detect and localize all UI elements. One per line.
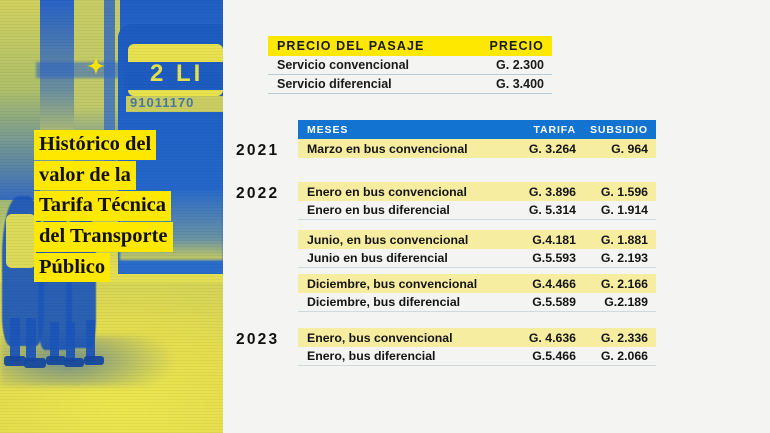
row-tarifa: G.5.593 (532, 251, 576, 265)
column-header-subsidio: SUBSIDIO (590, 123, 648, 136)
row-month: Junio en bus diferencial (307, 251, 448, 265)
table-row: Diciembre, bus diferencial G.5.589 G.2.1… (298, 293, 656, 312)
photo-shoe (24, 358, 46, 368)
row-tarifa: G.5.589 (532, 295, 576, 309)
row-tarifa: G. 3.264 (528, 141, 576, 156)
row-tarifa: G.4.181 (532, 232, 576, 247)
row-month: Diciembre, bus convencional (307, 276, 478, 291)
row-tarifa: G. 4.636 (528, 330, 576, 345)
table-row: Enero en bus convencional G. 3.896 G. 1.… (298, 182, 656, 201)
row-month: Marzo en bus convencional (307, 141, 468, 156)
year-rows: Enero en bus convencional G. 3.896 G. 1.… (298, 182, 656, 220)
price-table: PRECIO DEL PASAJE PRECIO Servicio conven… (268, 36, 552, 94)
photo-shoe (84, 356, 104, 365)
price-row-label: Servicio diferencial (277, 77, 392, 91)
photo-bus-route-sign (126, 62, 223, 90)
price-header-label: PRECIO DEL PASAJE (277, 39, 425, 53)
row-subsidio: G. 2.066 (600, 349, 648, 363)
year-rows: Enero, bus convencional G. 4.636 G. 2.33… (298, 328, 656, 366)
row-month: Diciembre, bus diferencial (307, 295, 461, 309)
photo-leg (86, 320, 95, 362)
photo-leg (66, 322, 75, 362)
row-tarifa: G.5.466 (532, 349, 576, 363)
table-row: Servicio convencional G. 2.300 (268, 56, 552, 75)
row-subsidio: G. 1.596 (600, 184, 648, 199)
photo-bus-plate-text: 91011170 (130, 95, 194, 110)
photo-leg (10, 318, 20, 362)
sparkle-icon (87, 57, 105, 75)
price-row-label: Servicio convencional (277, 58, 409, 72)
row-month: Junio, en bus convencional (307, 232, 469, 247)
price-table-header: PRECIO DEL PASAJE PRECIO (268, 36, 552, 56)
photo-leg (26, 318, 36, 362)
photo-bus-route-text: 2 LI (150, 60, 203, 88)
column-header-meses: MESES (307, 123, 349, 136)
photo-pole (104, 0, 115, 190)
row-subsidio: G. 1.914 (600, 203, 648, 217)
photo-shoe (46, 356, 66, 365)
row-subsidio: G. 2.336 (600, 330, 648, 345)
page-title-line: valor de la (34, 160, 136, 191)
photo-bus-plate (126, 96, 223, 112)
photo-leg (50, 322, 59, 362)
row-subsidio: G.2.189 (604, 295, 648, 309)
row-subsidio: G. 1.881 (600, 232, 648, 247)
table-row: Enero, bus convencional G. 4.636 G. 2.33… (298, 328, 656, 347)
row-month: Enero en bus convencional (307, 184, 467, 199)
page-title-line: Público (34, 252, 111, 283)
row-subsidio: G. 964 (611, 141, 648, 156)
year-rows: Diciembre, bus convencional G.4.466 G. 2… (298, 274, 656, 312)
page-title-line: Histórico del (34, 130, 157, 160)
table-row: Diciembre, bus convencional G.4.466 G. 2… (298, 274, 656, 293)
row-tarifa: G. 5.314 (528, 203, 576, 217)
year-label: 2022 (236, 185, 280, 202)
row-tarifa: G.4.466 (532, 276, 576, 291)
row-month: Enero, bus diferencial (307, 349, 436, 363)
price-row-value: G. 2.300 (496, 58, 544, 72)
price-row-value: G. 3.400 (496, 77, 544, 91)
year-label: 2021 (236, 142, 280, 159)
main-table-header: MESES TARIFA SUBSIDIO (298, 120, 656, 139)
photo-building-left (0, 0, 40, 200)
table-row: Marzo en bus convencional G. 3.264 G. 96… (298, 139, 656, 158)
row-month: Enero en bus diferencial (307, 203, 450, 217)
year-label: 2023 (236, 331, 280, 348)
table-row: Enero, bus diferencial G.5.466 G. 2.066 (298, 347, 656, 366)
table-row: Junio en bus diferencial G.5.593 G. 2.19… (298, 249, 656, 268)
row-subsidio: G. 2.193 (600, 251, 648, 265)
row-month: Enero, bus convencional (307, 330, 453, 345)
price-header-value: PRECIO (489, 39, 544, 53)
photo-bag (6, 214, 36, 268)
photo-shoe (64, 358, 84, 367)
page-title: Histórico del valor de la Tarifa Técnica… (34, 130, 234, 283)
row-tarifa: G. 3.896 (528, 184, 576, 199)
table-row: Junio, en bus convencional G.4.181 G. 1.… (298, 230, 656, 249)
column-header-tarifa: TARIFA (533, 123, 576, 136)
page-title-line: del Transporte (34, 221, 173, 252)
page-title-line: Tarifa Técnica (34, 191, 171, 221)
row-subsidio: G. 2.166 (600, 276, 648, 291)
year-rows: Junio, en bus convencional G.4.181 G. 1.… (298, 230, 656, 268)
photo-shoe (4, 356, 26, 366)
year-rows: Marzo en bus convencional G. 3.264 G. 96… (298, 139, 656, 158)
table-row: Enero en bus diferencial G. 5.314 G. 1.9… (298, 201, 656, 220)
table-row: Servicio diferencial G. 3.400 (268, 75, 552, 94)
